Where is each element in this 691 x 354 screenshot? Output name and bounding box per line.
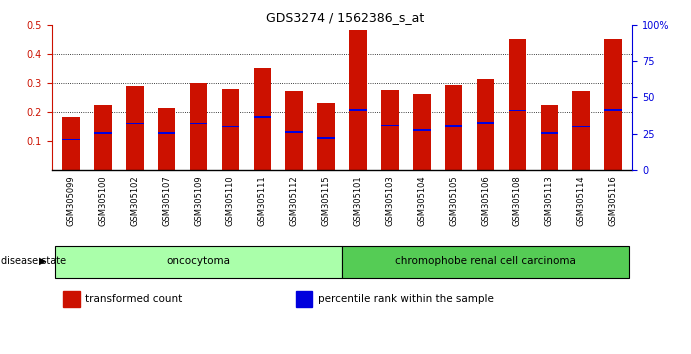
- Text: GSM305103: GSM305103: [386, 175, 395, 226]
- Text: GSM305113: GSM305113: [545, 175, 554, 226]
- Bar: [445, 85, 462, 170]
- Bar: [572, 126, 590, 127]
- Bar: [540, 132, 558, 134]
- Text: percentile rank within the sample: percentile rank within the sample: [318, 294, 493, 304]
- Text: GSM305112: GSM305112: [290, 175, 299, 226]
- Bar: [158, 132, 176, 134]
- Text: GSM305107: GSM305107: [162, 175, 171, 226]
- Bar: [126, 86, 144, 170]
- Bar: [254, 116, 271, 118]
- Bar: [254, 68, 271, 170]
- Text: GSM305102: GSM305102: [130, 175, 140, 226]
- Bar: [55, 246, 342, 278]
- Bar: [413, 129, 430, 131]
- Bar: [572, 91, 590, 170]
- Bar: [62, 117, 79, 170]
- Bar: [317, 137, 335, 139]
- Bar: [445, 125, 462, 127]
- Bar: [158, 108, 176, 170]
- Text: GSM305116: GSM305116: [609, 175, 618, 226]
- Text: ▶: ▶: [39, 256, 46, 266]
- Text: GSM305101: GSM305101: [354, 175, 363, 226]
- Text: GSM305105: GSM305105: [449, 175, 458, 226]
- Bar: [190, 84, 207, 170]
- Bar: [605, 109, 622, 111]
- Text: disease state: disease state: [1, 256, 66, 266]
- Text: GSM305100: GSM305100: [98, 175, 107, 226]
- Text: GSM305109: GSM305109: [194, 175, 203, 226]
- Text: GSM305106: GSM305106: [481, 175, 490, 226]
- Text: GSM305114: GSM305114: [577, 175, 586, 226]
- Bar: [381, 125, 399, 126]
- Text: transformed count: transformed count: [86, 294, 182, 304]
- Bar: [317, 103, 335, 170]
- Bar: [349, 30, 367, 170]
- Text: GDS3274 / 1562386_s_at: GDS3274 / 1562386_s_at: [266, 11, 425, 24]
- Bar: [94, 105, 112, 170]
- Bar: [296, 291, 312, 307]
- Bar: [190, 122, 207, 124]
- Bar: [222, 126, 239, 127]
- Text: GSM305115: GSM305115: [321, 175, 330, 226]
- Bar: [342, 246, 629, 278]
- Bar: [381, 90, 399, 170]
- Bar: [94, 132, 112, 134]
- Bar: [285, 131, 303, 133]
- Text: chromophobe renal cell carcinoma: chromophobe renal cell carcinoma: [395, 256, 576, 266]
- Bar: [126, 122, 144, 124]
- Bar: [285, 91, 303, 170]
- Bar: [477, 79, 494, 170]
- Bar: [413, 95, 430, 170]
- Bar: [509, 39, 527, 170]
- Bar: [540, 104, 558, 170]
- Text: GSM305104: GSM305104: [417, 175, 426, 226]
- Text: oncocytoma: oncocytoma: [167, 256, 231, 266]
- Text: GSM305111: GSM305111: [258, 175, 267, 226]
- Bar: [605, 39, 622, 170]
- Bar: [349, 109, 367, 111]
- Bar: [62, 138, 79, 140]
- Bar: [222, 89, 239, 170]
- Bar: [509, 109, 527, 111]
- Bar: [477, 122, 494, 124]
- Text: GSM305110: GSM305110: [226, 175, 235, 226]
- Text: GSM305108: GSM305108: [513, 175, 522, 226]
- Text: GSM305099: GSM305099: [66, 175, 75, 226]
- Bar: [64, 291, 79, 307]
